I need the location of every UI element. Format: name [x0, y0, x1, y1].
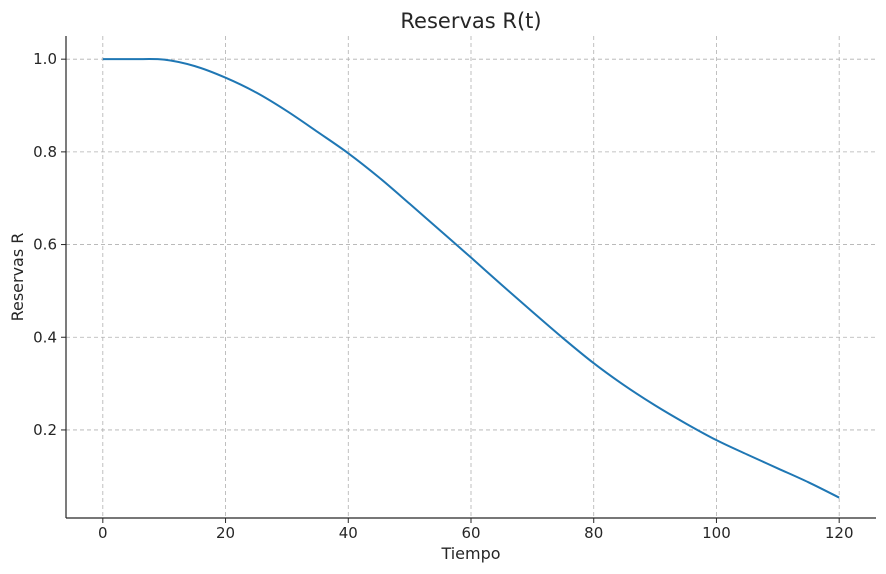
- y-tick-label: 1.0: [33, 50, 57, 68]
- series-layer: [102, 58, 840, 499]
- x-tick-label: 0: [98, 524, 108, 542]
- ticks: 0 20 40 60 80 100 120 0.2 0.4 0.6 0.8 1.0: [33, 50, 853, 542]
- x-tick-label: 120: [825, 524, 854, 542]
- grid: [66, 36, 876, 518]
- y-tick-label: 0.2: [33, 421, 57, 439]
- x-tick-label: 100: [702, 524, 731, 542]
- x-tick-label: 20: [216, 524, 235, 542]
- x-tick-label: 60: [461, 524, 480, 542]
- y-tick-label: 0.4: [33, 328, 57, 346]
- series-line: [102, 58, 840, 499]
- y-tick-label: 0.6: [33, 236, 57, 254]
- chart-title: Reservas R(t): [400, 9, 541, 33]
- x-tick-label: 40: [339, 524, 358, 542]
- x-axis-label: Tiempo: [440, 544, 500, 563]
- y-axis-label: Reservas R: [8, 233, 27, 322]
- y-tick-label: 0.8: [33, 143, 57, 161]
- x-tick-label: 80: [584, 524, 603, 542]
